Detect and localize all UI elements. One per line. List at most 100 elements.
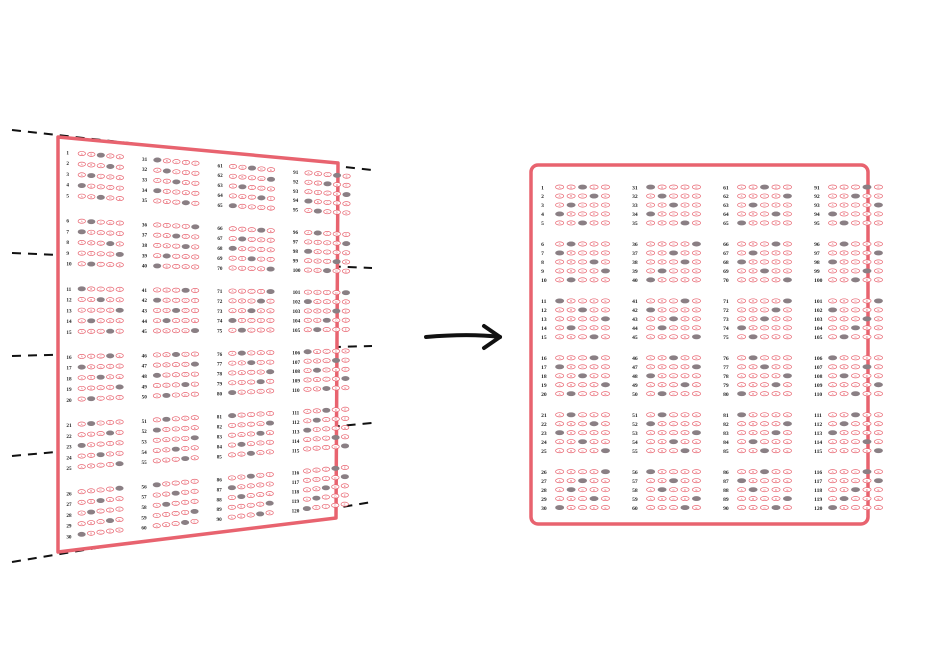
bubble-letter: A (81, 262, 83, 266)
answer-bubble (105, 528, 115, 534)
answer-bubble (181, 254, 190, 260)
bubble-letter: A (306, 410, 308, 414)
question-number: 119 (814, 497, 822, 503)
bubble-letter: A (307, 309, 309, 313)
question-number: 118 (292, 490, 300, 496)
filled-bubble (873, 448, 883, 454)
answer-bubble (247, 246, 256, 252)
bubble-letter: A (231, 424, 233, 428)
bubble-letter: E (877, 221, 879, 225)
question-number: 91 (293, 170, 299, 176)
answer-bubble (256, 327, 265, 333)
answer-bubble (247, 204, 256, 210)
bubble-letter: B (661, 185, 663, 189)
bubble-letter: A (741, 383, 743, 387)
bubble-letter: C (99, 520, 102, 524)
question-row: 13 A B C D (66, 307, 124, 314)
filled-bubble (555, 211, 565, 217)
bubble-letter: B (90, 330, 92, 334)
bubble-letter: E (786, 212, 788, 216)
bubble-letter: A (231, 328, 233, 332)
filled-bubble (303, 299, 312, 304)
bubble-letter: A (559, 449, 561, 453)
question-number: 65 (217, 203, 223, 209)
filled-bubble (680, 505, 690, 511)
question-number: 57 (141, 495, 147, 501)
bubble-letter: A (231, 371, 233, 375)
question-row: 57 A B D E (141, 488, 199, 501)
bubble-letter: B (90, 153, 92, 157)
answer-bubble (247, 236, 256, 242)
question-number: 63 (723, 203, 729, 209)
question-number: 20 (541, 392, 547, 398)
bubble-letter: B (165, 513, 167, 517)
bubble-letter: E (269, 450, 271, 454)
bubble-letter: A (81, 355, 83, 359)
filled-bubble (247, 360, 256, 366)
filled-bubble (247, 165, 257, 171)
question-row: 70 A B C D (217, 265, 275, 272)
bubble-letter: D (260, 267, 263, 271)
filled-bubble (228, 413, 237, 419)
bubble-letter: B (752, 431, 754, 435)
bubble-letter: C (175, 160, 178, 164)
bubble-letter: C (175, 427, 178, 431)
bubble-letter: B (240, 452, 242, 456)
answer-bubble (96, 487, 105, 493)
filled-bubble (302, 506, 311, 512)
bubble-letter: C (175, 299, 178, 303)
answer-bubble (77, 385, 86, 391)
filled-bubble (227, 485, 236, 491)
bubble-letter: A (307, 369, 309, 373)
answer-bubble (181, 479, 190, 485)
bubble-letter: B (752, 422, 754, 426)
bubble-letter: B (90, 163, 92, 167)
question-number: 36 (142, 222, 148, 228)
answer-bubble (256, 359, 265, 365)
bubble-letter: B (317, 241, 319, 245)
bubble-letter: E (345, 211, 347, 215)
answer-bubble (191, 254, 200, 260)
bubble-letter: A (832, 488, 834, 492)
answer-bubble (162, 222, 171, 228)
bubble-letter: A (156, 223, 158, 227)
bubble-letter: E (695, 269, 697, 273)
answer-bubble (190, 415, 199, 421)
filled-bubble (737, 325, 747, 331)
bubble-letter: E (346, 174, 348, 178)
bubble-letter: A (559, 356, 561, 360)
answer-bubble (162, 522, 171, 528)
bubble-letter: E (604, 326, 606, 330)
bubble-letter: E (270, 238, 272, 242)
bubble-letter: B (241, 371, 243, 375)
bubble-letter: B (165, 523, 167, 527)
bubble-letter: B (316, 468, 318, 472)
bubble-letter: A (231, 476, 233, 480)
question-row: 79 A B C E (217, 378, 275, 388)
bubble-letter: E (877, 392, 879, 396)
question-number: 49 (142, 384, 148, 390)
bubble-letter: E (695, 422, 697, 426)
filled-bubble (340, 474, 349, 480)
bubble-letter: A (741, 269, 743, 273)
answer-bubble (181, 159, 190, 165)
bubble-letter: E (604, 413, 606, 417)
answer-bubble (190, 371, 199, 377)
filled-bubble (237, 327, 246, 333)
bubble-letter: B (661, 308, 663, 312)
filled-bubble (256, 379, 265, 385)
answer-bubble (181, 297, 190, 303)
answer-bubble (191, 264, 200, 270)
filled-bubble (228, 318, 237, 323)
answer-bubble (162, 199, 171, 205)
answer-bubble (77, 421, 86, 427)
answer-bubble (96, 328, 105, 334)
bubble-letter: E (344, 493, 346, 497)
question-number: 86 (723, 470, 729, 476)
bubble-letter: C (175, 170, 178, 174)
answer-bubble (191, 288, 200, 293)
question-number: 107 (814, 365, 823, 371)
filled-bubble (96, 152, 105, 158)
filled-bubble (828, 505, 838, 511)
bubble-letter: D (109, 154, 112, 158)
